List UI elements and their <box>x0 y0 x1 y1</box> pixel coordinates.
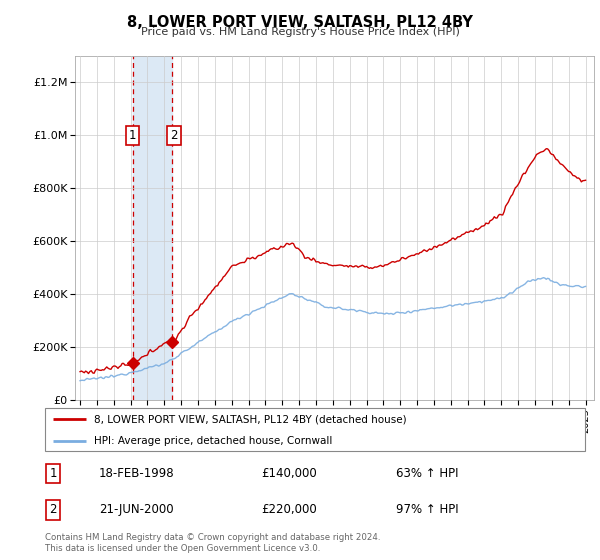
Text: 1: 1 <box>49 467 57 480</box>
Text: Price paid vs. HM Land Registry's House Price Index (HPI): Price paid vs. HM Land Registry's House … <box>140 27 460 37</box>
Text: £140,000: £140,000 <box>261 467 317 480</box>
Text: 8, LOWER PORT VIEW, SALTASH, PL12 4BY: 8, LOWER PORT VIEW, SALTASH, PL12 4BY <box>127 15 473 30</box>
Text: 2: 2 <box>170 129 178 142</box>
Text: Contains HM Land Registry data © Crown copyright and database right 2024.
This d: Contains HM Land Registry data © Crown c… <box>45 533 380 553</box>
Text: 8, LOWER PORT VIEW, SALTASH, PL12 4BY (detached house): 8, LOWER PORT VIEW, SALTASH, PL12 4BY (d… <box>94 414 406 424</box>
Bar <box>133 56 172 400</box>
FancyBboxPatch shape <box>45 408 585 451</box>
Text: 97% ↑ HPI: 97% ↑ HPI <box>396 503 458 516</box>
Text: £220,000: £220,000 <box>261 503 317 516</box>
Text: HPI: Average price, detached house, Cornwall: HPI: Average price, detached house, Corn… <box>94 436 332 446</box>
Text: 63% ↑ HPI: 63% ↑ HPI <box>396 467 458 480</box>
Text: 1: 1 <box>129 129 137 142</box>
Text: 21-JUN-2000: 21-JUN-2000 <box>99 503 173 516</box>
Text: 18-FEB-1998: 18-FEB-1998 <box>99 467 175 480</box>
Text: 2: 2 <box>49 503 57 516</box>
